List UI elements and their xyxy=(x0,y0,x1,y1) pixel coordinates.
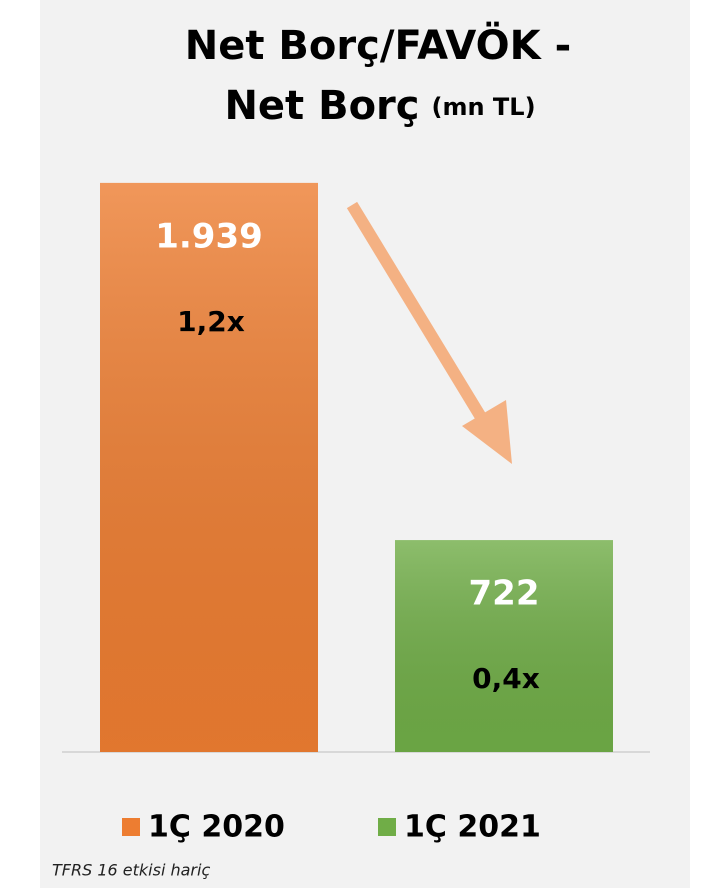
ratio-label: 1,2x xyxy=(177,305,245,338)
chart-title: Net Borç (mn TL) xyxy=(224,83,535,129)
ratio-label: 0,4x xyxy=(472,662,540,695)
arrow-shaft xyxy=(346,201,496,436)
legend-swatch xyxy=(378,818,396,836)
arrow-head xyxy=(462,400,512,464)
footnote: TFRS 16 etkisi hariç xyxy=(52,861,210,880)
value-label: 722 xyxy=(469,574,540,614)
title-line: Net Borç xyxy=(224,83,419,129)
value-label: 1.939 xyxy=(155,216,263,256)
chart-title: Net Borç/FAVÖK - xyxy=(185,21,571,69)
legend-label: 1Ç 2021 xyxy=(404,810,541,845)
title-unit: (mn TL) xyxy=(432,93,536,121)
bars xyxy=(100,182,613,752)
bar-shade xyxy=(395,540,613,752)
legend-swatch xyxy=(122,818,140,836)
legend-label: 1Ç 2020 xyxy=(148,810,285,845)
bar-shade xyxy=(100,182,318,752)
